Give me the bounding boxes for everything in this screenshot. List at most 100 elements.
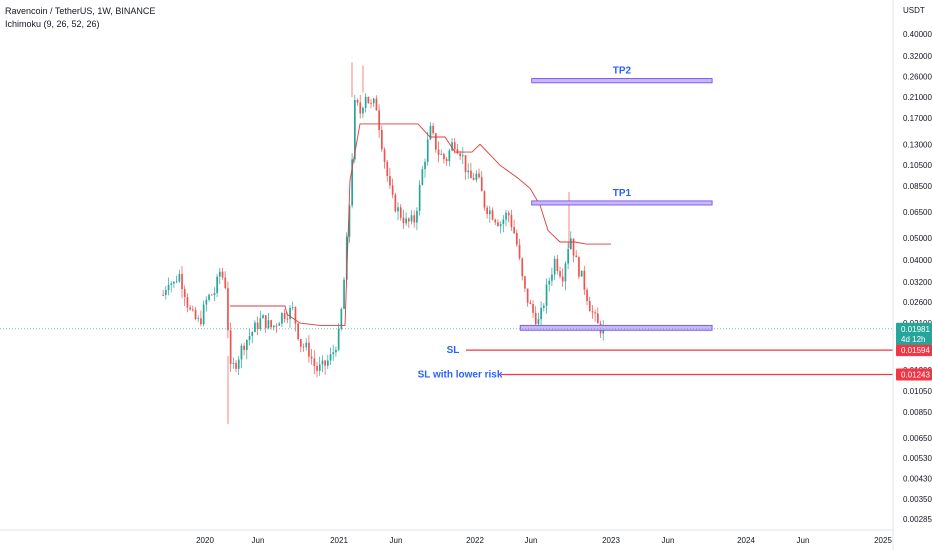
- price-tick-label: 0.00530: [903, 454, 932, 463]
- candle-body: [575, 255, 578, 258]
- price-tick-label: 0.32000: [903, 52, 932, 61]
- time-tick-label: 2025: [874, 536, 892, 545]
- candle-body: [351, 159, 353, 206]
- candle-body: [170, 283, 173, 285]
- candle-body: [551, 274, 553, 281]
- candle-body: [316, 366, 318, 371]
- candle-body: [337, 328, 340, 350]
- price-tick-label: 0.03200: [903, 278, 932, 287]
- candle-body: [219, 271, 221, 277]
- stop-loss-price-text: 0.01243: [901, 371, 930, 380]
- candle-body: [200, 318, 202, 325]
- candle-body: [259, 318, 262, 329]
- candle-body: [335, 349, 337, 353]
- candlestick-series: [162, 62, 605, 425]
- indicator-legend[interactable]: Ichimoku (9, 26, 52, 26): [5, 19, 100, 29]
- price-axis[interactable]: USDT 0.40000 0.32000 0.26000 0.21000 0.17000 0…: [903, 6, 932, 524]
- candle-body: [216, 276, 218, 294]
- candle-body: [472, 178, 475, 180]
- candle-body: [318, 364, 321, 371]
- tp1-zone[interactable]: [531, 200, 713, 206]
- candle-body: [329, 354, 332, 361]
- tp2-zone[interactable]: [531, 78, 713, 84]
- candle-body: [281, 313, 283, 324]
- candle-body: [367, 96, 370, 104]
- stop-loss-price-badge: [896, 368, 932, 381]
- candle-body: [564, 263, 567, 282]
- candle-body: [429, 125, 432, 140]
- candle-body: [386, 161, 389, 176]
- candle-body: [405, 218, 407, 224]
- price-tick-label: 0.00350: [903, 495, 932, 504]
- candle-body: [305, 342, 308, 347]
- price-tick-label: 0.04000: [903, 256, 932, 265]
- candle-body: [594, 312, 596, 314]
- candle-body: [240, 345, 243, 360]
- candle-body: [416, 210, 418, 223]
- support-zone[interactable]: [519, 324, 713, 331]
- candle-body: [443, 154, 445, 160]
- candle-body: [586, 289, 588, 301]
- time-tick-label: 2020: [196, 536, 214, 545]
- candle-body: [588, 301, 591, 312]
- candle-body: [291, 307, 294, 308]
- tp1-label: TP1: [613, 188, 632, 199]
- candle-body: [424, 161, 426, 170]
- price-tick-label: 0.17000: [903, 114, 932, 123]
- candle-body: [273, 325, 275, 328]
- candle-body: [235, 362, 237, 369]
- stop-loss-price-text: 0.01594: [901, 346, 930, 355]
- candle-body: [597, 313, 599, 324]
- candle-body: [237, 359, 240, 369]
- price-tick-label: 0.06500: [903, 208, 932, 217]
- candle-body: [243, 345, 245, 350]
- candle-body: [370, 103, 372, 104]
- candle-body: [510, 215, 513, 227]
- candle-body: [410, 215, 413, 222]
- candle-body: [518, 244, 521, 259]
- price-tick-label: 0.05000: [903, 234, 932, 243]
- candle-body: [229, 330, 232, 364]
- candle-body: [505, 212, 507, 220]
- price-tick-label: 0.00850: [903, 408, 932, 417]
- candle-body: [275, 325, 278, 327]
- candle-body: [232, 362, 235, 364]
- last-price-badge: [896, 322, 932, 345]
- candle-body: [354, 100, 356, 160]
- candle-body: [521, 258, 524, 277]
- candle-body: [445, 159, 448, 162]
- candle-body: [526, 288, 529, 303]
- candle-body: [256, 322, 259, 329]
- candle-body: [208, 294, 210, 300]
- candle-body: [294, 307, 297, 324]
- candle-body: [453, 142, 456, 150]
- candle-body: [475, 173, 478, 180]
- time-tick-label: Jun: [662, 536, 675, 545]
- candle-body: [583, 270, 586, 290]
- stop-loss-lines: [466, 349, 893, 376]
- candle-body: [459, 153, 461, 157]
- candle-body: [524, 276, 526, 289]
- candle-body: [348, 205, 351, 237]
- candle-body: [499, 224, 502, 227]
- price-tick-label: 0.10500: [903, 161, 932, 170]
- candle-body: [345, 236, 348, 280]
- candle-body: [464, 155, 467, 172]
- candle-body: [286, 318, 289, 320]
- candle-body: [540, 307, 542, 320]
- candle-body: [202, 304, 205, 325]
- candle-body: [189, 307, 191, 310]
- candle-body: [327, 360, 329, 366]
- candle-body: [162, 294, 164, 296]
- candle-body: [278, 323, 281, 326]
- candle-body: [421, 169, 424, 185]
- time-axis[interactable]: 2020 Jun 2021 Jun 2022 Jun 2023 Jun 2024 Jun 2025: [196, 536, 892, 545]
- candle-body: [480, 177, 483, 192]
- time-tick-label: 2022: [466, 536, 484, 545]
- candle-body: [462, 155, 464, 157]
- candle-body: [192, 309, 194, 311]
- price-unit-label: USDT: [903, 6, 925, 15]
- candle-body: [537, 319, 540, 325]
